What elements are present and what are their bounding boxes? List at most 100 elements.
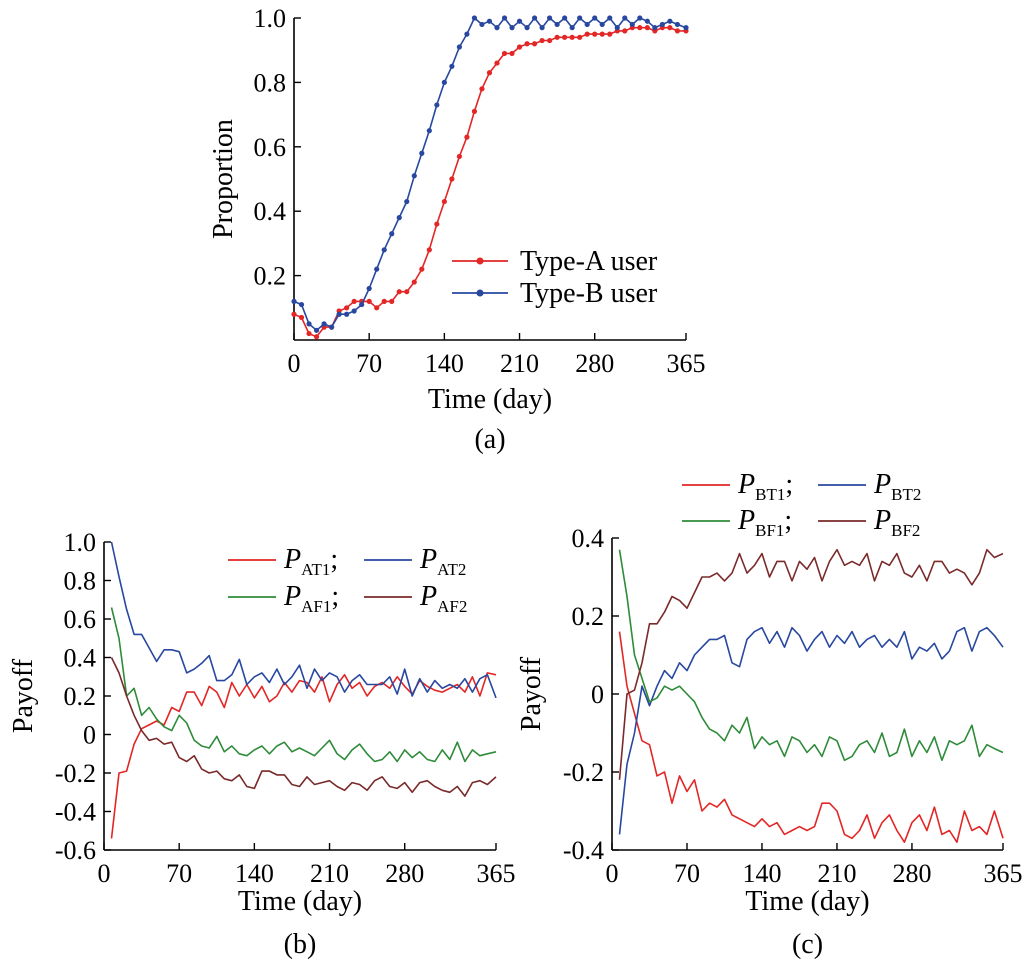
data-point [434, 102, 440, 108]
x-tick-label: 210 [817, 859, 856, 888]
data-point [336, 311, 342, 317]
data-point [644, 25, 650, 31]
data-point [599, 21, 605, 28]
data-point [351, 298, 357, 304]
data-point [404, 289, 410, 295]
x-tick-label: 0 [288, 349, 301, 378]
legend-label: PAT2 [419, 544, 466, 579]
legend-label: PBF1; [737, 505, 792, 540]
x-tick-label: 140 [235, 859, 274, 888]
x-tick-label: 280 [385, 859, 424, 888]
data-point [599, 31, 605, 37]
data-point [411, 279, 417, 285]
data-point [291, 311, 297, 317]
data-point [456, 153, 462, 160]
x-tick-label: 0 [606, 859, 619, 888]
y-tick-label: 0.2 [64, 682, 97, 711]
legend-label: PBF2 [873, 505, 920, 540]
data-point [554, 21, 560, 28]
x-tick-label: 140 [425, 349, 464, 378]
data-point [516, 44, 523, 50]
series-line-pbt2 [618, 626, 1004, 835]
data-point [471, 108, 478, 114]
x-tick-label: 70 [166, 859, 192, 888]
data-point [441, 79, 447, 85]
data-point [464, 134, 470, 140]
y-axis-label: Payoff [8, 658, 39, 733]
y-tick-label: 0 [591, 680, 604, 709]
panel-caption: (c) [792, 929, 823, 960]
data-point [328, 324, 335, 330]
series-line-pbf2 [618, 548, 1004, 780]
x-axis-label: Time (day) [428, 384, 552, 415]
data-point [464, 31, 470, 37]
data-point [306, 321, 312, 327]
x-tick-label: 70 [356, 349, 382, 378]
y-tick-label: 0.4 [64, 644, 97, 673]
y-tick-label: -0.6 [55, 836, 96, 865]
data-point [449, 176, 455, 182]
y-tick-label: 0.8 [254, 68, 287, 97]
data-point [667, 25, 673, 31]
legend-label: PBT1; [737, 469, 793, 504]
chart-panel-c: 0 70 140 210 280 365 -0.4 -0.2 0 0.2 0.4 Time (day)… [516, 469, 1023, 960]
y-axis-label: Proportion [208, 119, 239, 239]
legend-label: PAF2 [419, 581, 467, 616]
chart-panel-b: 0 70 140 210 280 365 -0.6 -0.4 -0.2 0 0.2 0.4 0.6 0.8… [8, 528, 516, 960]
data-point [389, 231, 395, 237]
data-point [531, 15, 538, 21]
legend-label: Type-A user [520, 246, 658, 277]
data-point [456, 44, 462, 50]
y-tick-label: 0.8 [64, 567, 97, 596]
y-tick-label: 0.4 [254, 197, 287, 226]
data-point [374, 266, 380, 272]
data-point [359, 301, 365, 308]
data-point [434, 221, 440, 227]
data-point [629, 21, 635, 28]
legend-label: PBT2 [873, 469, 921, 504]
x-tick-label: 280 [892, 859, 931, 888]
data-point [577, 34, 583, 40]
data-point [426, 128, 432, 134]
legend-marker [476, 257, 484, 265]
data-point [411, 173, 417, 179]
series-line-paf2 [110, 657, 497, 797]
data-point [592, 15, 598, 21]
data-point [479, 21, 485, 28]
data-point [313, 327, 320, 333]
data-point [396, 215, 402, 221]
data-point [637, 15, 643, 21]
data-point [674, 21, 681, 28]
y-tick-label: -0.4 [563, 836, 604, 865]
data-point [562, 34, 568, 40]
data-point [509, 25, 515, 31]
data-point [577, 15, 583, 21]
y-tick-label: 1.0 [254, 4, 287, 33]
data-point [298, 301, 305, 308]
data-point [366, 298, 372, 304]
data-point [584, 31, 590, 37]
series-line-pbf1 [618, 549, 1004, 762]
data-point [344, 305, 350, 311]
data-point [389, 298, 395, 304]
x-tick-label: 280 [575, 349, 614, 378]
data-point [374, 305, 380, 311]
series-line-pat2 [110, 541, 497, 699]
data-point [584, 21, 590, 28]
y-axis-label: Payoff [516, 656, 547, 731]
x-tick-label: 365 [477, 859, 516, 888]
data-point [637, 25, 643, 31]
data-point [366, 285, 372, 292]
data-point [539, 25, 545, 31]
panel-caption: (a) [474, 424, 505, 455]
y-tick-label: 0.2 [572, 602, 605, 631]
data-point [644, 18, 650, 24]
data-point [524, 41, 530, 47]
y-tick-label: -0.4 [55, 798, 96, 827]
chart-panel-a: 0 70 140 210 280 365 0.2 0.4 0.6 0.8 1.0 Time (day)… [208, 4, 706, 455]
data-point [291, 298, 297, 304]
data-point [426, 247, 432, 253]
data-point [509, 50, 515, 57]
x-tick-label: 0 [98, 859, 111, 888]
x-tick-label: 365 [667, 349, 706, 378]
